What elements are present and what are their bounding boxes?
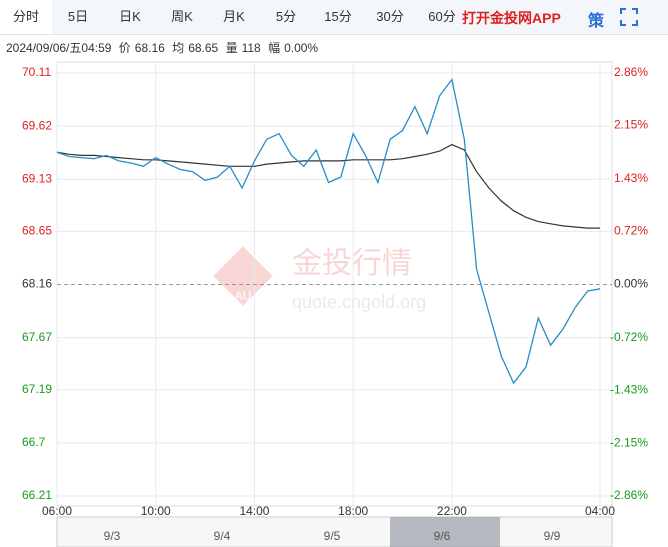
watermark-url: quote.cngold.org [292, 292, 426, 312]
y-tick-label: 66.21 [22, 488, 52, 502]
y-tick-label: 69.62 [22, 118, 52, 132]
tab[interactable]: 5日 [67, 9, 89, 24]
x-tick-label: 10:00 [141, 504, 171, 518]
info-label: 价 [118, 41, 131, 55]
price-line [56, 143, 600, 229]
navigator-date: 9/9 [544, 529, 561, 543]
tab-bar: 分时 5日 日K 周K 月K 5分 15分 30分 60分 [0, 0, 668, 35]
info-value: 118 [241, 41, 261, 55]
strategy-button[interactable]: 策 [588, 13, 605, 30]
x-tick-label: 06:00 [42, 504, 72, 518]
info-label: 幅 [268, 41, 281, 55]
watermark-name: 金投行情 [292, 247, 412, 280]
tab[interactable]: 日K [119, 9, 141, 24]
fullscreen-button[interactable] [620, 8, 638, 26]
y2-tick-label: 2.86% [614, 65, 648, 79]
watermark-logo [213, 246, 273, 306]
navigator-date: 9/4 [214, 529, 231, 543]
tab[interactable]: 分时 [0, 0, 52, 34]
y-tick-label: 68.16 [22, 277, 52, 291]
info-line: 2024/09/06/五04:59 价 68.16 均 68.65 量 118 幅 0.… [6, 39, 322, 56]
y2-tick-label: -2.86% [610, 488, 648, 502]
x-tick-label: 04:00 [585, 504, 615, 518]
y2-tick-label: 2.15% [614, 118, 648, 132]
watermark-logo-text: AU [235, 289, 252, 303]
navigator-date: 9/5 [324, 529, 341, 543]
info-value: 0.00% [284, 41, 319, 55]
y2-tick-label: -2.15% [610, 436, 648, 450]
y2-tick-label: 0.00% [614, 277, 648, 291]
app-link[interactable]: 打开金投网APP [462, 10, 561, 26]
navigator[interactable] [56, 516, 613, 547]
price-line [56, 77, 601, 385]
watermark: AU 金投行情 quote.cngold.org [213, 246, 426, 312]
y-tick-label: 68.65 [22, 224, 52, 238]
x-tick-label: 14:00 [239, 504, 269, 518]
tab[interactable]: 60分 [428, 9, 456, 24]
info-date: 2024/09/06/五04:59 [6, 41, 112, 55]
tab[interactable]: 周K [171, 9, 193, 24]
y2-tick-label: -1.43% [610, 382, 648, 396]
info-value: 68.16 [134, 41, 165, 55]
navigator-window[interactable] [390, 517, 500, 547]
navigator-date: 9/3 [104, 529, 121, 543]
y-tick-label: 69.13 [22, 171, 52, 185]
x-tick-label: 18:00 [338, 504, 368, 518]
y2-tick-label: -0.72% [610, 330, 648, 344]
y-tick-label: 67.67 [22, 330, 52, 344]
tab[interactable]: 15分 [324, 9, 352, 24]
info-label: 均 [172, 41, 185, 55]
y2-tick-label: 1.43% [614, 171, 648, 185]
y-tick-label: 70.11 [22, 65, 51, 79]
info-label: 量 [225, 41, 238, 55]
y-tick-label: 66.7 [22, 435, 46, 449]
x-tick-label: 22:00 [437, 504, 467, 518]
tab[interactable]: 30分 [376, 9, 404, 24]
navigator-date: 9/6 [434, 529, 451, 543]
tab[interactable]: 5分 [275, 9, 297, 24]
y2-tick-label: 0.72% [614, 223, 648, 237]
tab[interactable]: 月K [223, 9, 245, 24]
info-value: 68.65 [188, 41, 219, 55]
y-tick-label: 67.19 [22, 382, 52, 396]
